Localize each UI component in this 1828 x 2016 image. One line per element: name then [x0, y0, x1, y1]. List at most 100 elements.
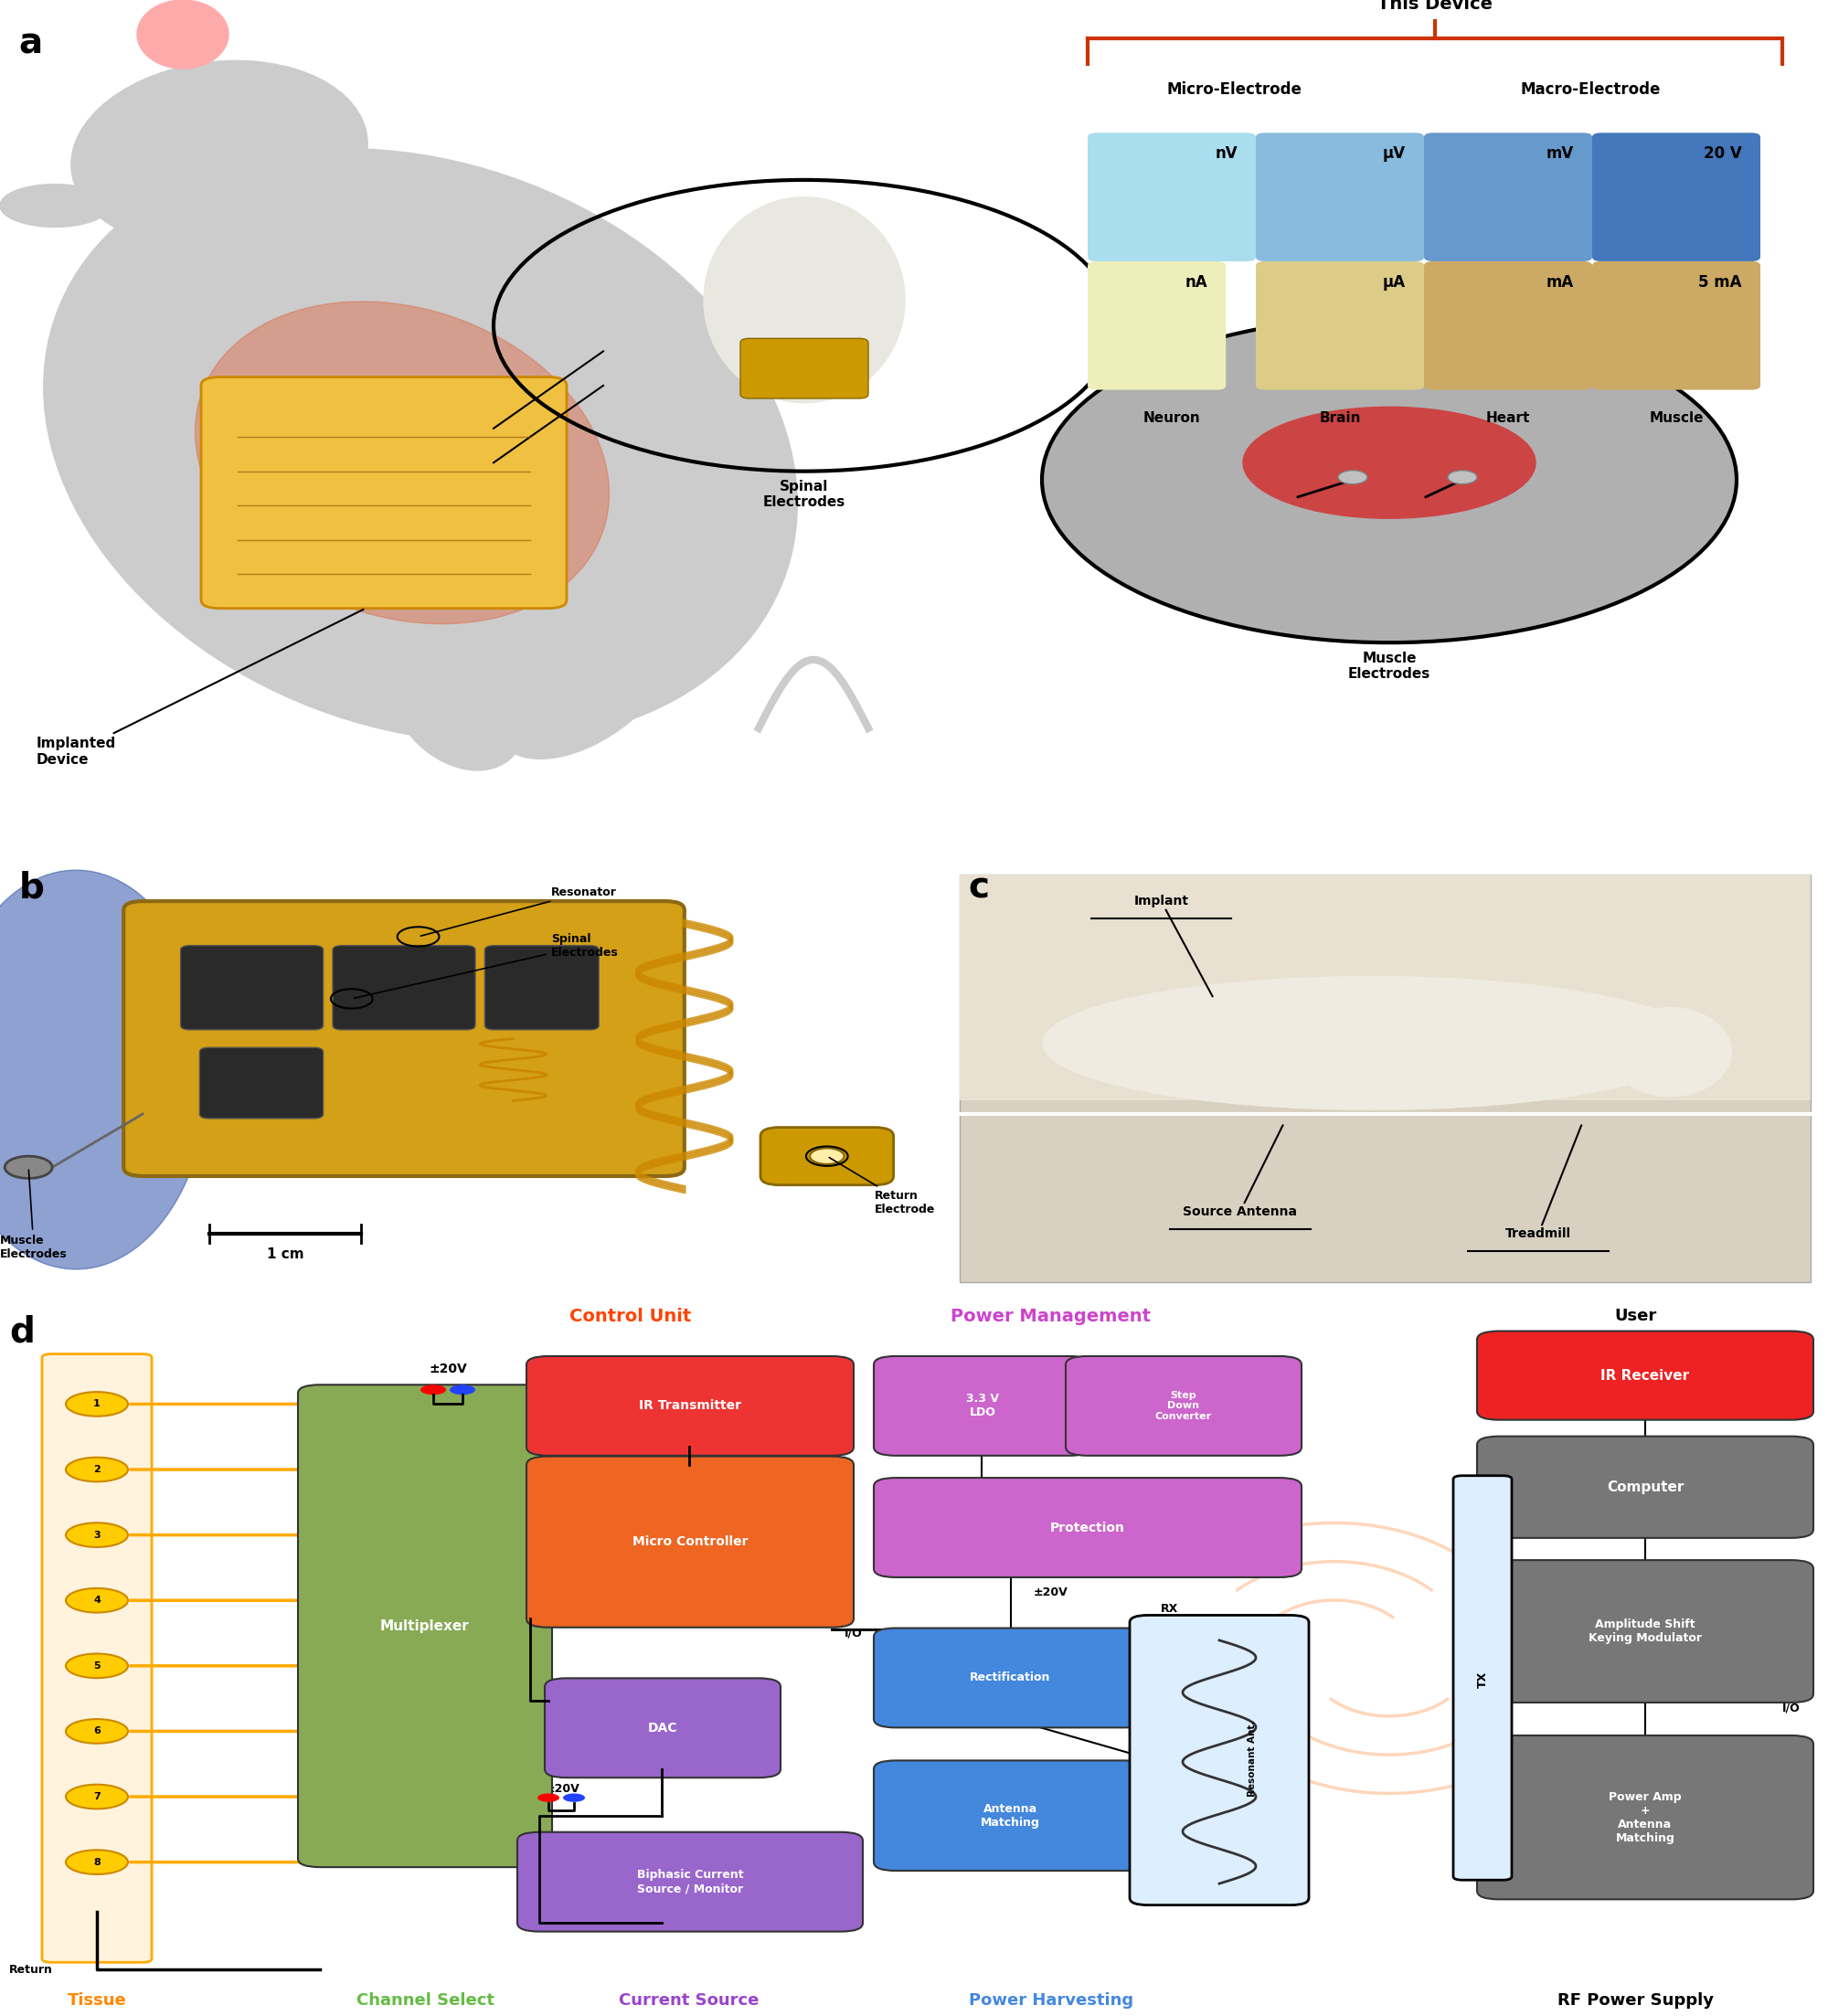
Text: 20 V: 20 V — [1704, 145, 1742, 161]
Text: Biphasic Current
Source / Monitor: Biphasic Current Source / Monitor — [636, 1869, 744, 1895]
FancyBboxPatch shape — [1088, 133, 1256, 262]
Text: Control Unit: Control Unit — [570, 1308, 691, 1325]
Text: Source Antenna: Source Antenna — [1183, 1125, 1298, 1218]
FancyBboxPatch shape — [1477, 1435, 1813, 1538]
Text: μA: μA — [1382, 274, 1406, 290]
Text: Muscle
Electrodes: Muscle Electrodes — [0, 1169, 68, 1260]
Text: a: a — [18, 26, 42, 60]
Text: Current Source: Current Source — [620, 1992, 759, 2008]
Circle shape — [5, 1157, 53, 1177]
Text: Antenna
Matching: Antenna Matching — [980, 1802, 1040, 1829]
Text: RF Power Supply: RF Power Supply — [1557, 1992, 1715, 2008]
Text: Spinal
Electrodes: Spinal Electrodes — [762, 480, 846, 510]
Text: c: c — [969, 871, 989, 905]
FancyBboxPatch shape — [1424, 262, 1592, 389]
Circle shape — [66, 1653, 128, 1677]
Circle shape — [1448, 470, 1477, 484]
Text: Muscle: Muscle — [1649, 411, 1704, 425]
Text: Multiplexer: Multiplexer — [380, 1619, 470, 1633]
FancyBboxPatch shape — [960, 875, 1810, 1101]
FancyBboxPatch shape — [1424, 133, 1592, 262]
Text: I/O: I/O — [845, 1627, 863, 1639]
Text: mA: mA — [1546, 274, 1574, 290]
FancyBboxPatch shape — [874, 1760, 1146, 1871]
Circle shape — [66, 1522, 128, 1546]
FancyBboxPatch shape — [1453, 1476, 1512, 1881]
FancyBboxPatch shape — [199, 1048, 324, 1119]
Ellipse shape — [71, 60, 367, 248]
FancyBboxPatch shape — [298, 1385, 552, 1867]
FancyBboxPatch shape — [526, 1456, 854, 1627]
FancyBboxPatch shape — [545, 1677, 781, 1778]
Text: Rectification: Rectification — [969, 1671, 1051, 1683]
Ellipse shape — [196, 302, 609, 623]
Text: Computer: Computer — [1607, 1480, 1684, 1494]
Ellipse shape — [389, 635, 525, 770]
Circle shape — [66, 1784, 128, 1808]
FancyBboxPatch shape — [1592, 133, 1760, 262]
FancyBboxPatch shape — [1477, 1560, 1813, 1704]
Text: Channel Select: Channel Select — [356, 1992, 495, 2008]
Text: 3.3 V
LDO: 3.3 V LDO — [965, 1393, 998, 1419]
Text: 1: 1 — [93, 1399, 101, 1409]
Text: TX: TX — [1477, 1671, 1488, 1687]
Text: Protection: Protection — [1051, 1522, 1124, 1534]
Circle shape — [563, 1794, 585, 1802]
Text: Implanted
Device: Implanted Device — [37, 609, 364, 766]
Text: 2: 2 — [93, 1466, 101, 1474]
Ellipse shape — [1042, 976, 1700, 1109]
Text: ±20V: ±20V — [547, 1784, 579, 1796]
Text: Power Management: Power Management — [951, 1308, 1152, 1325]
Circle shape — [66, 1720, 128, 1744]
Text: nA: nA — [1185, 274, 1208, 290]
Text: nV: nV — [1216, 145, 1238, 161]
FancyBboxPatch shape — [484, 946, 600, 1030]
Text: Amplitude Shift
Keying Modulator: Amplitude Shift Keying Modulator — [1589, 1619, 1702, 1645]
FancyBboxPatch shape — [1477, 1331, 1813, 1419]
Text: RX: RX — [1161, 1603, 1179, 1615]
FancyBboxPatch shape — [874, 1629, 1146, 1728]
Ellipse shape — [137, 0, 228, 69]
Text: Heart: Heart — [1486, 411, 1530, 425]
Ellipse shape — [1609, 1008, 1731, 1097]
Text: Step
Down
Converter: Step Down Converter — [1155, 1391, 1212, 1421]
FancyBboxPatch shape — [517, 1833, 863, 1931]
Text: mV: mV — [1546, 145, 1574, 161]
Circle shape — [66, 1458, 128, 1482]
Text: Resonant Ant.: Resonant Ant. — [1247, 1720, 1258, 1796]
Text: 6: 6 — [93, 1726, 101, 1736]
Ellipse shape — [1243, 407, 1536, 518]
Circle shape — [537, 1794, 559, 1802]
FancyBboxPatch shape — [874, 1357, 1091, 1456]
Text: IR Receiver: IR Receiver — [1601, 1369, 1689, 1383]
Text: Micro Controller: Micro Controller — [632, 1536, 748, 1548]
Text: Treadmill: Treadmill — [1506, 1125, 1581, 1240]
Text: Macro-Electrode: Macro-Electrode — [1521, 81, 1660, 99]
Text: 8: 8 — [93, 1857, 101, 1867]
FancyBboxPatch shape — [124, 901, 684, 1175]
Circle shape — [810, 1149, 845, 1163]
FancyBboxPatch shape — [42, 1355, 152, 1962]
FancyBboxPatch shape — [201, 377, 567, 609]
FancyBboxPatch shape — [1477, 1736, 1813, 1899]
Text: Resonator: Resonator — [420, 887, 618, 935]
Text: I/O: I/O — [1782, 1702, 1801, 1714]
Ellipse shape — [0, 871, 208, 1270]
Text: 1 cm: 1 cm — [267, 1248, 303, 1260]
FancyBboxPatch shape — [1066, 1357, 1302, 1456]
FancyBboxPatch shape — [1088, 262, 1227, 389]
Text: Return: Return — [9, 1964, 53, 1976]
Text: IR Transmitter: IR Transmitter — [640, 1399, 742, 1413]
Text: Power Harvesting: Power Harvesting — [969, 1992, 1133, 2008]
Text: ±20V: ±20V — [430, 1363, 466, 1375]
Ellipse shape — [0, 183, 110, 228]
Text: Implant: Implant — [1133, 895, 1212, 996]
Circle shape — [1338, 470, 1367, 484]
Text: Return
Electrode: Return Electrode — [830, 1157, 936, 1216]
Text: 3: 3 — [93, 1530, 101, 1540]
Text: Power Amp
+
Antenna
Matching: Power Amp + Antenna Matching — [1609, 1790, 1682, 1845]
FancyBboxPatch shape — [760, 1127, 894, 1185]
Circle shape — [1042, 317, 1737, 643]
Text: μV: μV — [1382, 145, 1406, 161]
FancyBboxPatch shape — [333, 946, 475, 1030]
